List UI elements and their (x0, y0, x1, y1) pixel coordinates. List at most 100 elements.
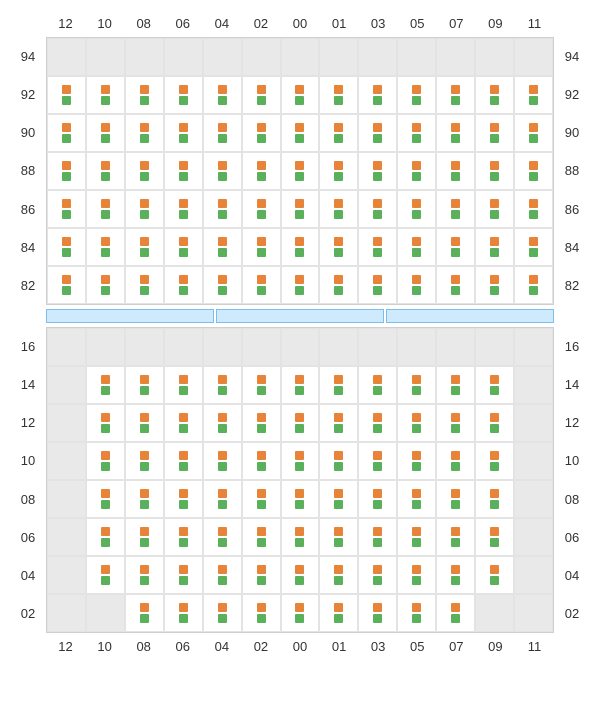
grid-cell[interactable] (358, 404, 397, 442)
grid-cell[interactable] (125, 152, 164, 190)
grid-cell[interactable] (281, 366, 320, 404)
grid-cell[interactable] (242, 266, 281, 304)
grid-cell[interactable] (125, 228, 164, 266)
grid-cell[interactable] (242, 190, 281, 228)
grid-cell[interactable] (242, 442, 281, 480)
grid-cell[interactable] (475, 152, 514, 190)
grid-cell[interactable] (281, 518, 320, 556)
grid-cell[interactable] (203, 442, 242, 480)
grid-cell[interactable] (475, 480, 514, 518)
grid-cell[interactable] (514, 114, 553, 152)
grid-cell[interactable] (475, 518, 514, 556)
grid-cell[interactable] (436, 152, 475, 190)
grid-cell[interactable] (242, 76, 281, 114)
grid-cell[interactable] (358, 442, 397, 480)
grid-cell[interactable] (47, 38, 86, 76)
grid-cell[interactable] (125, 366, 164, 404)
grid-cell[interactable] (164, 114, 203, 152)
grid-cell[interactable] (397, 266, 436, 304)
grid-cell[interactable] (242, 404, 281, 442)
grid-cell[interactable] (397, 518, 436, 556)
grid-cell[interactable] (203, 518, 242, 556)
grid-cell[interactable] (514, 190, 553, 228)
grid-cell[interactable] (203, 404, 242, 442)
grid-cell[interactable] (319, 76, 358, 114)
grid-cell[interactable] (86, 518, 125, 556)
grid-cell[interactable] (281, 556, 320, 594)
grid-cell[interactable] (86, 404, 125, 442)
grid-cell[interactable] (242, 594, 281, 632)
grid-cell[interactable] (281, 404, 320, 442)
grid-cell[interactable] (514, 594, 553, 632)
grid-cell[interactable] (397, 442, 436, 480)
grid-cell[interactable] (203, 76, 242, 114)
grid-cell[interactable] (397, 152, 436, 190)
grid-cell[interactable] (358, 328, 397, 366)
grid-cell[interactable] (86, 114, 125, 152)
grid-cell[interactable] (281, 594, 320, 632)
grid-cell[interactable] (281, 442, 320, 480)
grid-cell[interactable] (358, 76, 397, 114)
grid-cell[interactable] (358, 228, 397, 266)
grid-cell[interactable] (47, 190, 86, 228)
grid-cell[interactable] (281, 266, 320, 304)
grid-cell[interactable] (514, 266, 553, 304)
grid-cell[interactable] (203, 228, 242, 266)
grid-cell[interactable] (164, 266, 203, 304)
grid-cell[interactable] (86, 366, 125, 404)
grid-cell[interactable] (47, 594, 86, 632)
grid-cell[interactable] (125, 114, 164, 152)
grid-cell[interactable] (164, 594, 203, 632)
grid-cell[interactable] (281, 328, 320, 366)
grid-cell[interactable] (242, 366, 281, 404)
grid-cell[interactable] (125, 404, 164, 442)
grid-cell[interactable] (397, 366, 436, 404)
grid-cell[interactable] (47, 556, 86, 594)
grid-cell[interactable] (203, 152, 242, 190)
grid-cell[interactable] (47, 152, 86, 190)
grid-cell[interactable] (397, 190, 436, 228)
grid-cell[interactable] (397, 404, 436, 442)
grid-cell[interactable] (86, 480, 125, 518)
grid-cell[interactable] (281, 38, 320, 76)
grid-cell[interactable] (514, 152, 553, 190)
grid-cell[interactable] (203, 190, 242, 228)
grid-cell[interactable] (203, 366, 242, 404)
grid-cell[interactable] (242, 152, 281, 190)
grid-cell[interactable] (319, 38, 358, 76)
grid-cell[interactable] (514, 480, 553, 518)
grid-cell[interactable] (358, 152, 397, 190)
grid-cell[interactable] (86, 442, 125, 480)
grid-cell[interactable] (125, 556, 164, 594)
grid-cell[interactable] (436, 556, 475, 594)
grid-cell[interactable] (203, 556, 242, 594)
grid-cell[interactable] (397, 76, 436, 114)
grid-cell[interactable] (203, 38, 242, 76)
grid-cell[interactable] (397, 594, 436, 632)
grid-cell[interactable] (475, 76, 514, 114)
grid-cell[interactable] (436, 594, 475, 632)
grid-cell[interactable] (397, 480, 436, 518)
grid-cell[interactable] (436, 190, 475, 228)
grid-cell[interactable] (47, 442, 86, 480)
grid-cell[interactable] (203, 114, 242, 152)
grid-cell[interactable] (164, 556, 203, 594)
grid-cell[interactable] (125, 518, 164, 556)
grid-cell[interactable] (397, 38, 436, 76)
grid-cell[interactable] (475, 38, 514, 76)
grid-cell[interactable] (319, 228, 358, 266)
grid-cell[interactable] (436, 480, 475, 518)
grid-cell[interactable] (86, 38, 125, 76)
grid-cell[interactable] (319, 594, 358, 632)
grid-cell[interactable] (475, 114, 514, 152)
grid-cell[interactable] (514, 518, 553, 556)
grid-cell[interactable] (319, 556, 358, 594)
grid-cell[interactable] (436, 518, 475, 556)
grid-cell[interactable] (319, 480, 358, 518)
grid-cell[interactable] (164, 152, 203, 190)
grid-cell[interactable] (436, 442, 475, 480)
grid-cell[interactable] (203, 266, 242, 304)
grid-cell[interactable] (514, 442, 553, 480)
grid-cell[interactable] (203, 328, 242, 366)
grid-cell[interactable] (164, 328, 203, 366)
